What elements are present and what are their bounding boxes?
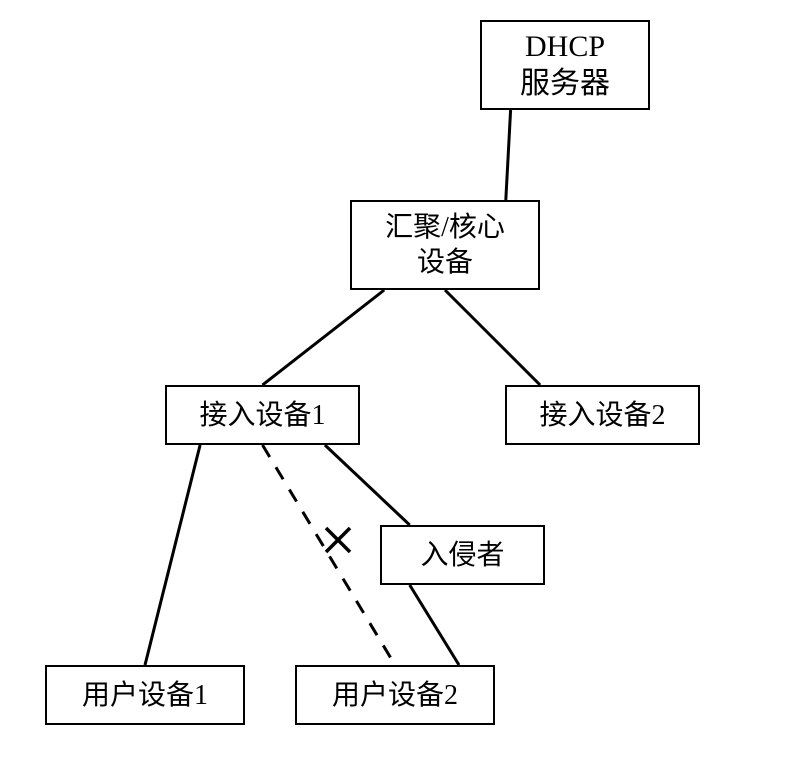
node-dhcp-server: DHCP服务器	[480, 20, 650, 110]
node-user-device-2: 用户设备2	[295, 665, 495, 725]
edge	[325, 445, 410, 525]
edge	[145, 445, 200, 665]
diagram-canvas: DHCP服务器 汇聚/核心设备 接入设备1 接入设备2 入侵者 用户设备1 用户…	[0, 0, 800, 769]
node-core-device: 汇聚/核心设备	[350, 200, 540, 290]
blocked-icon	[326, 528, 350, 552]
node-access-device-1: 接入设备1	[165, 385, 360, 445]
node-user-device-1: 用户设备1	[45, 665, 245, 725]
node-intruder: 入侵者	[380, 525, 545, 585]
node-label: 用户设备1	[82, 678, 208, 713]
edge	[263, 445, 396, 665]
node-label: 接入设备2	[539, 398, 665, 433]
node-access-device-2: 接入设备2	[505, 385, 700, 445]
node-label: 入侵者	[420, 538, 504, 573]
edge	[445, 290, 540, 385]
edge	[410, 585, 459, 665]
edge	[506, 110, 511, 200]
node-label: 用户设备2	[332, 678, 458, 713]
node-label: DHCP服务器	[520, 28, 610, 103]
edge	[263, 290, 385, 385]
node-label: 汇聚/核心设备	[385, 210, 505, 280]
node-label: 接入设备1	[199, 398, 325, 433]
